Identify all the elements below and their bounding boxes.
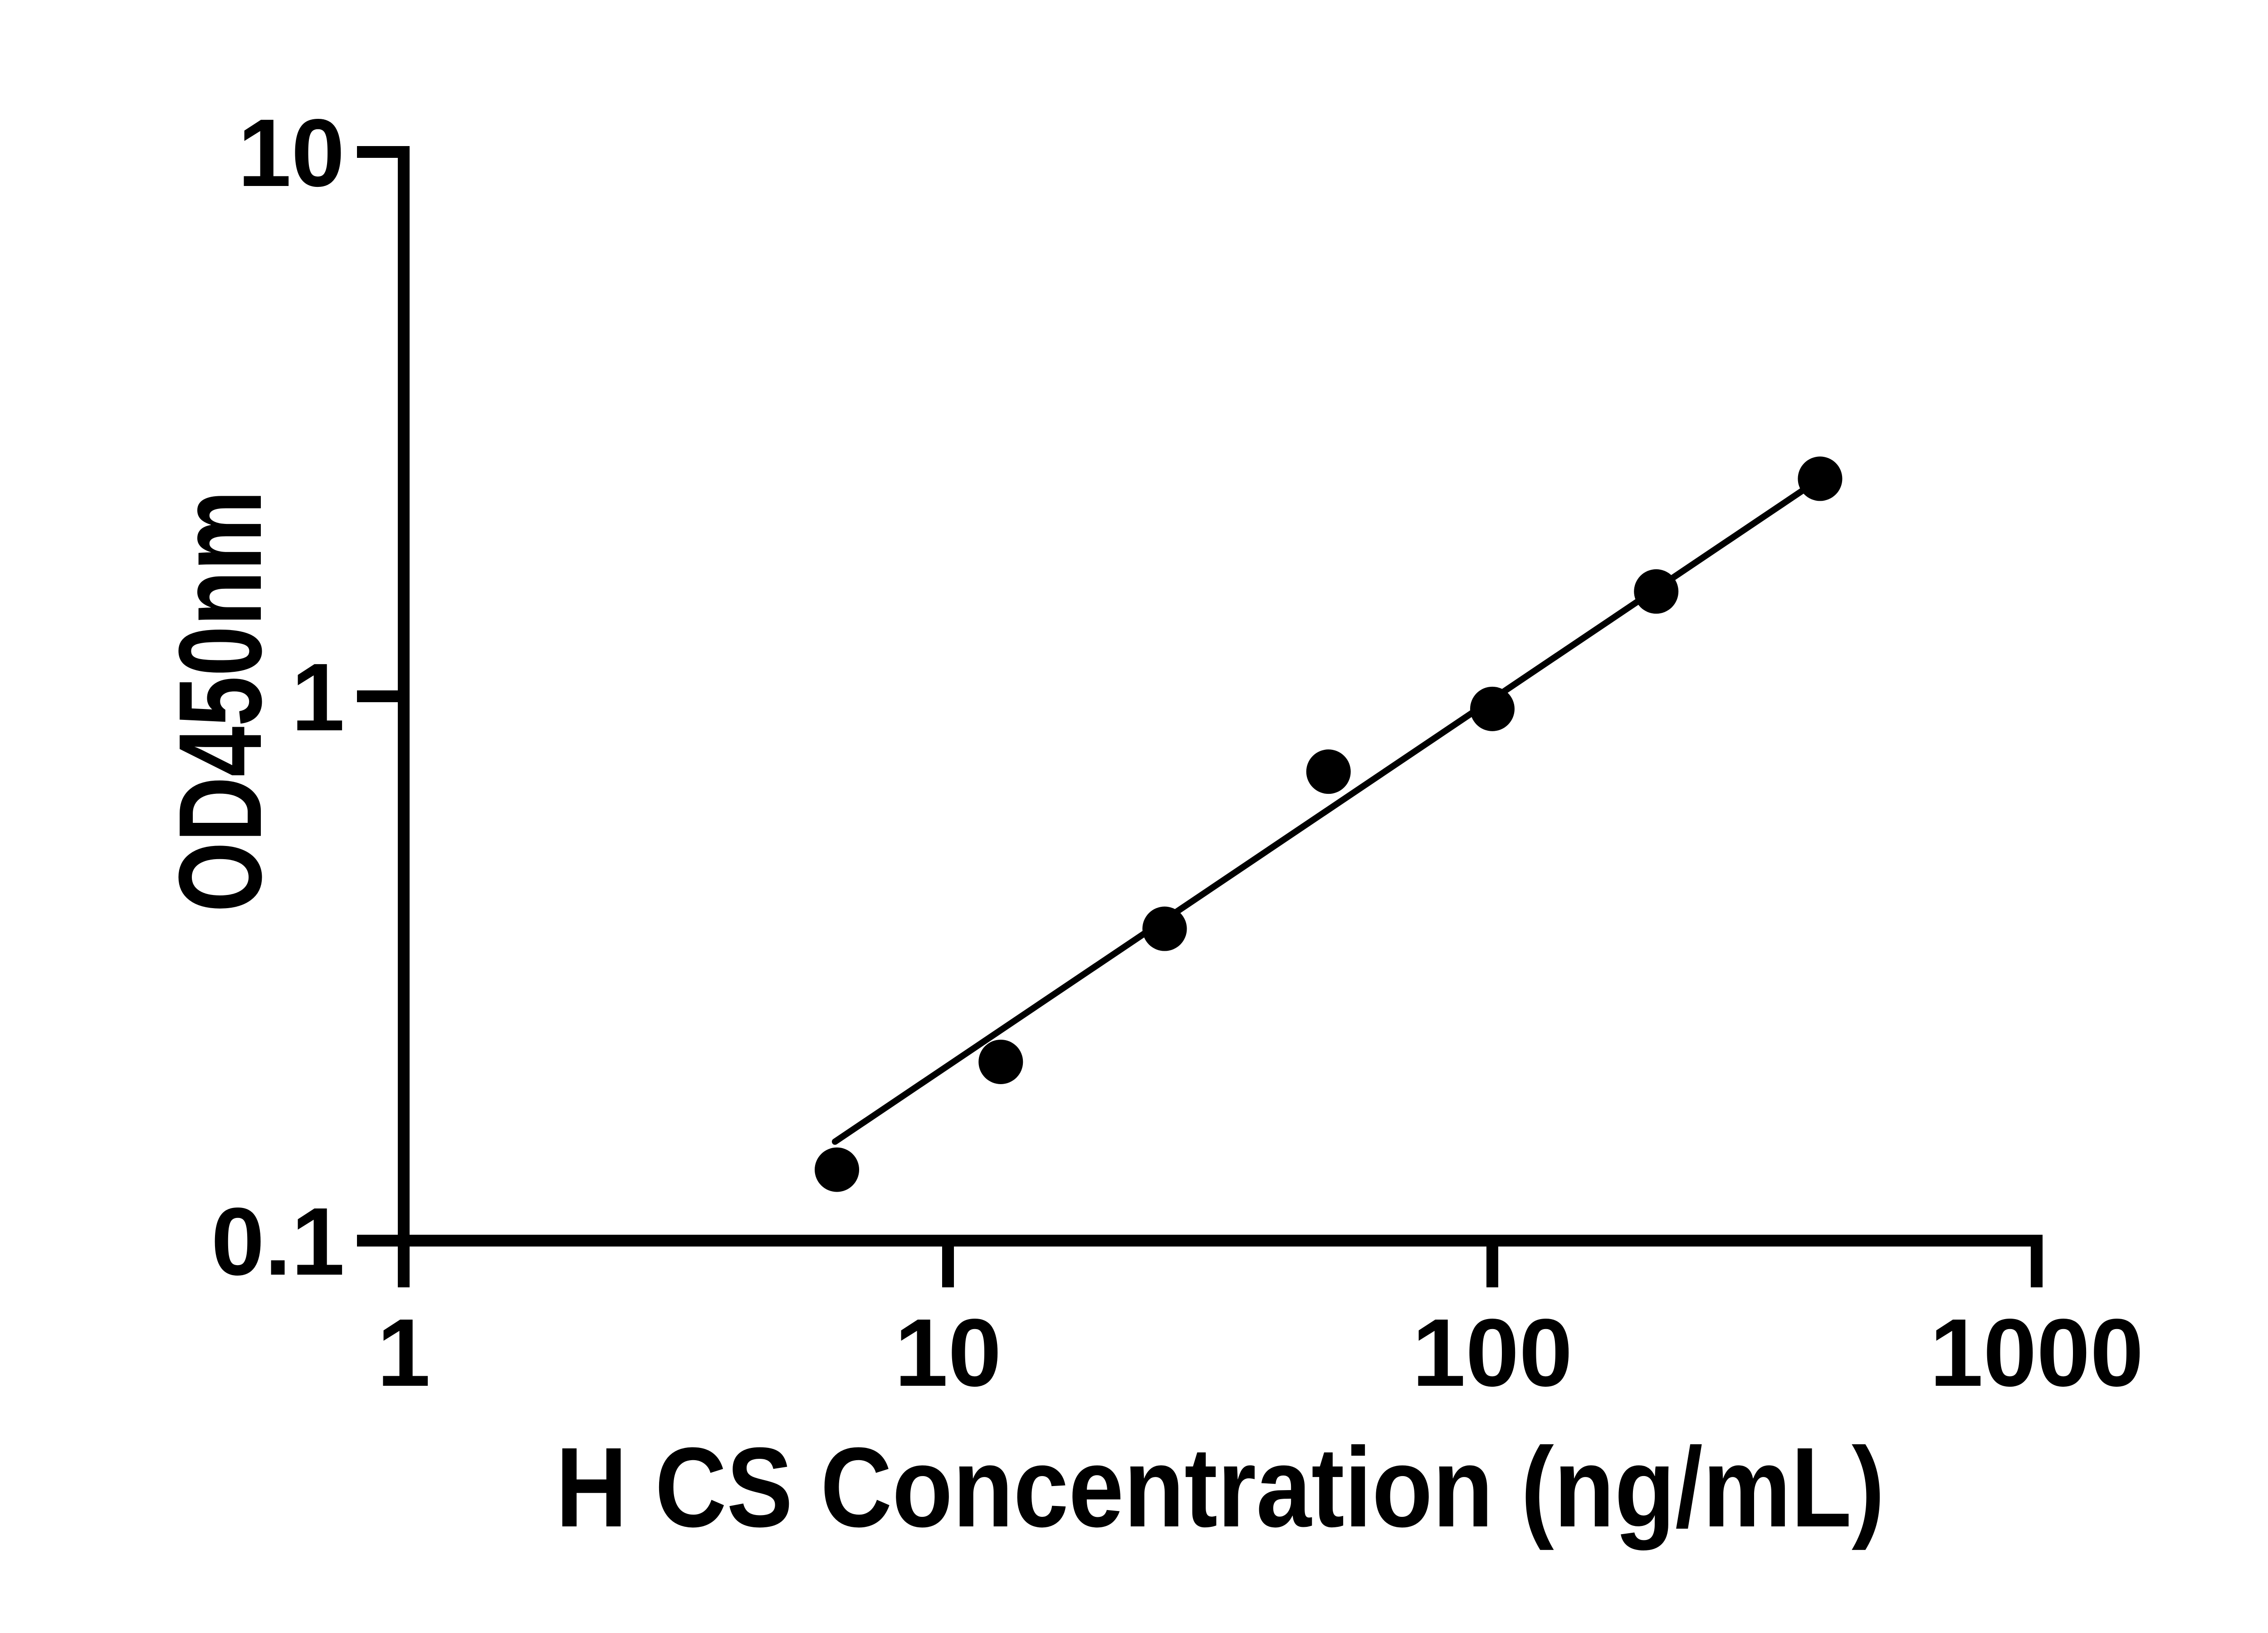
data-point	[1634, 569, 1679, 614]
data-point	[1798, 456, 1843, 501]
tick-labels: 1 10 100 1000 10 1 0.1	[211, 99, 2144, 1406]
data-point	[815, 1147, 860, 1192]
axis-frame	[398, 146, 2043, 1247]
x-tick-label: 1	[377, 1299, 430, 1406]
axis-ticks	[357, 146, 2043, 1287]
x-tick-label: 1000	[1930, 1299, 2144, 1406]
y-tick-label: 1	[291, 643, 345, 751]
data-point	[1142, 906, 1187, 951]
x-tick-label: 10	[894, 1299, 1002, 1406]
data-point	[978, 1039, 1023, 1084]
axes	[398, 146, 2043, 1247]
data-point	[1306, 749, 1351, 794]
data-point	[1470, 686, 1515, 731]
y-tick-label: 10	[238, 99, 345, 206]
data-series	[815, 456, 1843, 1192]
x-tick-label: 100	[1412, 1299, 1573, 1406]
y-axis-title: OD450nm	[155, 490, 286, 912]
y-tick-label: 0.1	[211, 1188, 345, 1295]
x-axis-title: H CS Concentration (ng/mL)	[556, 1424, 1885, 1550]
